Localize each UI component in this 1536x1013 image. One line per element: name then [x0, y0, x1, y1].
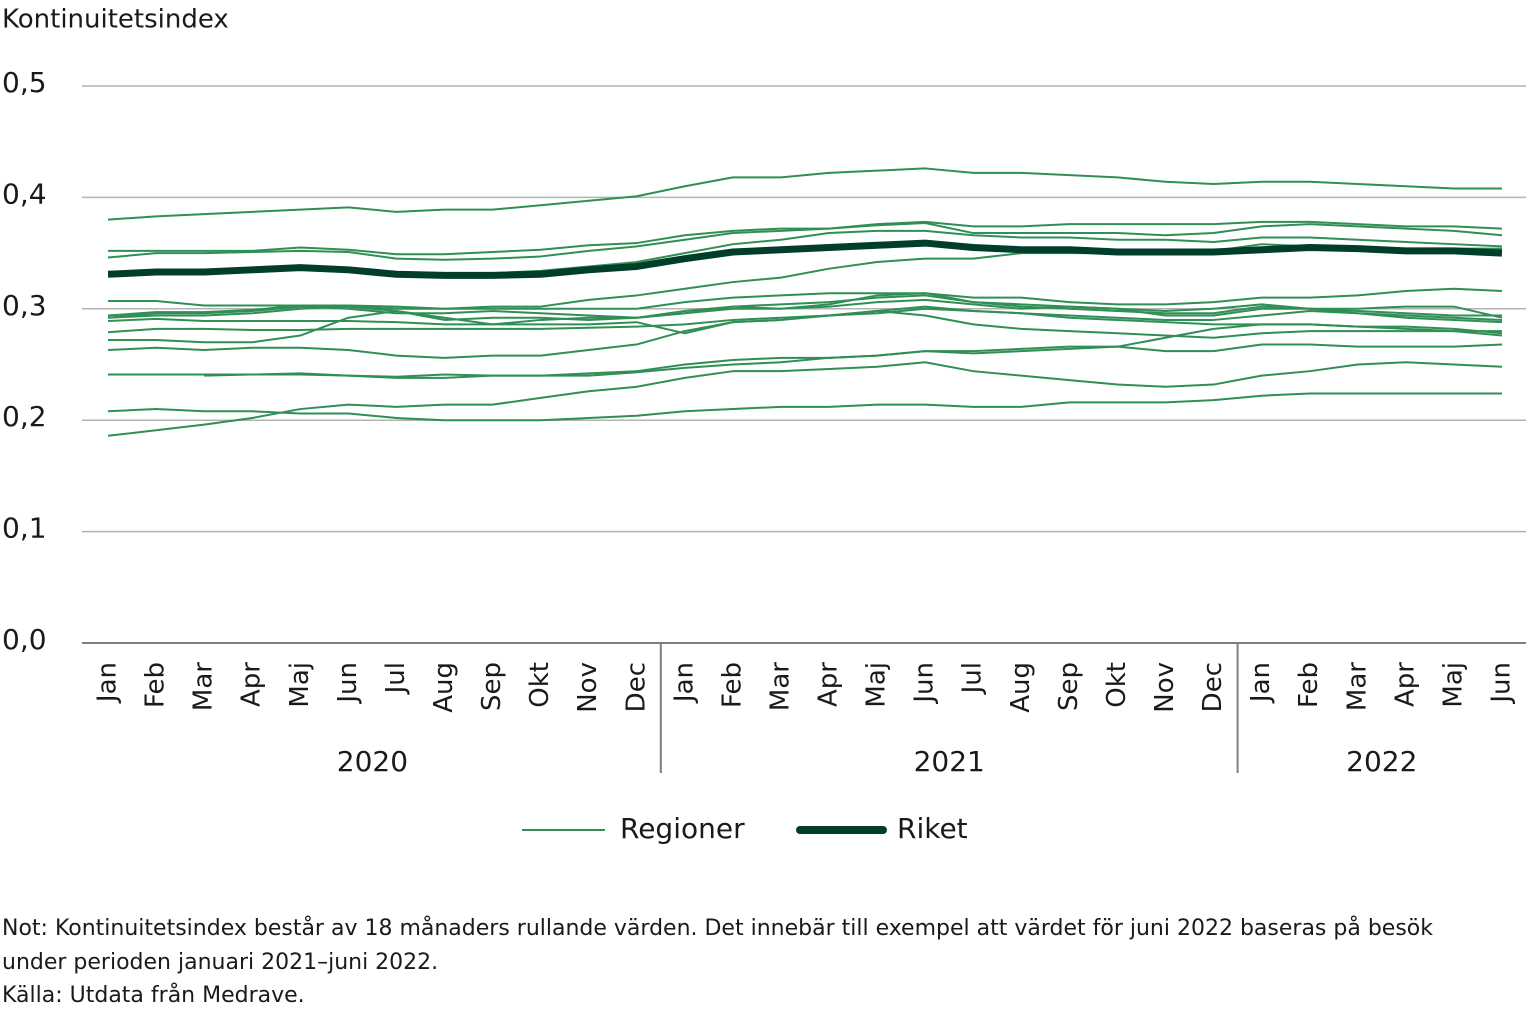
year-label: 2020 [337, 745, 408, 778]
x-tick-label: Nov [1150, 662, 1180, 713]
chart: Kontinuitetsindex 0,0 0,1 0,2 0,3 0,4 0,5 Jan F… [2, 5, 1526, 845]
x-tick-label: Aug [429, 662, 459, 713]
y-tick-label: 0,1 [2, 512, 47, 545]
note: Not: Kontinuitetsindex består av 18 måna… [2, 916, 1433, 975]
y-tick-label: 0,5 [2, 66, 47, 99]
x-tick-label: Okt [1102, 662, 1132, 708]
legend-label: Regioner [620, 812, 745, 845]
x-tick-label: Feb [717, 662, 747, 708]
x-tick-label: Apr [1390, 662, 1420, 707]
x-tick-label: Aug [1006, 662, 1036, 713]
x-tick-label: Apr [814, 662, 844, 707]
region-line [107, 294, 1502, 321]
x-tick-label: Maj [862, 662, 892, 708]
region-line [107, 167, 1502, 221]
region-line [108, 220, 1503, 256]
x-tick-label: Jul [958, 662, 988, 695]
region-line [107, 222, 1503, 261]
y-tick-label: 0,3 [2, 289, 47, 322]
region-line [107, 305, 1503, 359]
x-tick-label: Nov [573, 662, 603, 713]
x-tick-label: Okt [525, 662, 555, 708]
year-label: 2022 [1346, 745, 1417, 778]
source: Källa: Utdata från Medrave. [2, 983, 305, 1008]
legend-label: Riket [897, 812, 968, 845]
x-tick-label: Jun [333, 662, 363, 705]
x-tick-label: Sep [1054, 662, 1084, 711]
x-tick-label: Jan [93, 662, 123, 704]
x-tick-label: Mar [189, 662, 219, 711]
x-tick-label: Feb [141, 662, 171, 708]
x-tick-label: Jun [910, 662, 940, 705]
x-tick-label: Apr [237, 662, 267, 707]
y-tick-label: 0,2 [2, 400, 47, 433]
y-tick-label: 0,0 [2, 623, 47, 656]
region-line [107, 298, 1503, 319]
x-tick-label: Mar [1342, 662, 1372, 711]
total-line [107, 239, 1503, 279]
region-line [204, 343, 1503, 378]
x-tick-label: Jul [381, 662, 411, 695]
region-line [108, 243, 1502, 310]
x-tick-label: Dec [1198, 662, 1228, 712]
y-axis-title: Kontinuitetsindex [2, 5, 229, 35]
y-tick-label: 0,4 [2, 177, 47, 210]
x-tick-label: Dec [621, 662, 651, 712]
x-tick-label: Jan [669, 662, 699, 704]
x-tick-label: Maj [285, 662, 315, 708]
x-tick-label: Sep [477, 662, 507, 711]
x-tick-label: Jan [1246, 662, 1276, 704]
region-line [107, 361, 1503, 437]
x-tick-label: Mar [765, 662, 795, 711]
x-tick-label: Maj [1438, 662, 1468, 708]
x-tick-label: Feb [1294, 662, 1324, 708]
region-line [107, 392, 1502, 422]
x-tick-label: Jun [1486, 662, 1516, 705]
region-line [107, 287, 1503, 317]
year-label: 2021 [914, 745, 985, 778]
